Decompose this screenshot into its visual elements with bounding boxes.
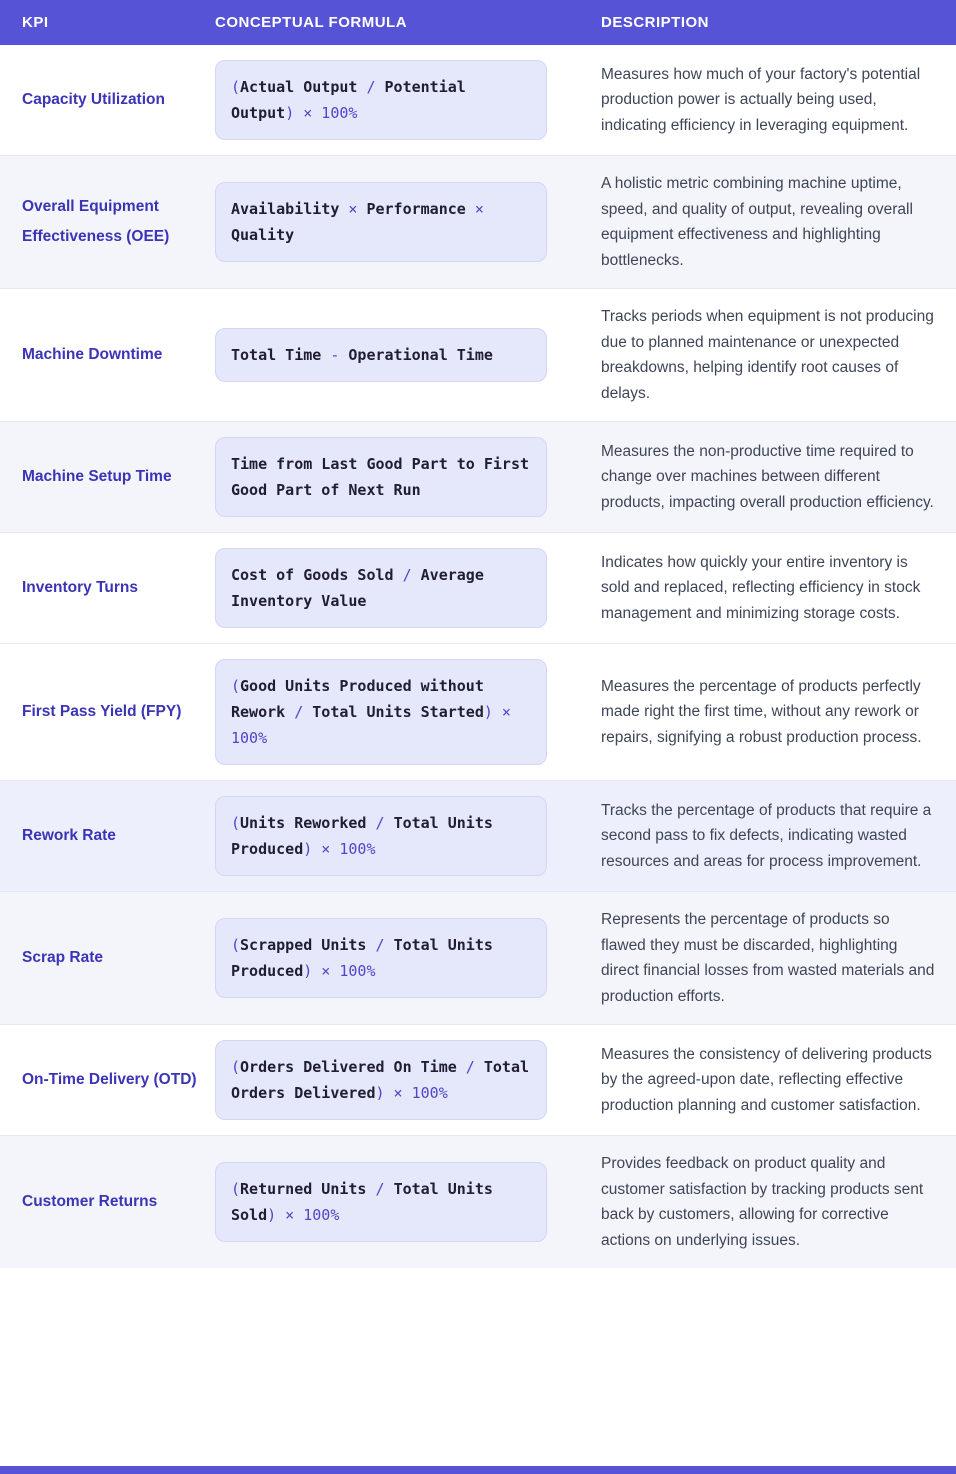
kpi-description: Provides feedback on product quality and… — [601, 1155, 924, 1249]
formula-variable: Operational Time — [348, 346, 493, 364]
formula-variable: Potential Output — [231, 78, 466, 122]
formula-variable: Total Units Sold — [231, 1180, 493, 1224]
formula-operator: × — [465, 200, 484, 218]
formula-variable: Orders Delivered On Time — [240, 1058, 457, 1076]
kpi-description: Measures the consistency of delivering p… — [601, 1045, 932, 1114]
formula-box: (Orders Delivered On Time / Total Orders… — [215, 1040, 547, 1120]
formula-operator: ( — [231, 1180, 241, 1198]
formula-box: (Scrapped Units / Total Units Produced) … — [215, 918, 547, 998]
formula-operator: ) × 100% — [303, 962, 376, 980]
kpi-name: Scrap Rate — [22, 949, 103, 966]
table-row: Customer Returns (Returned Units / Total… — [0, 1135, 956, 1268]
formula-box: (Units Reworked / Total Units Produced) … — [215, 796, 547, 876]
formula-operator: × — [339, 200, 367, 218]
formula-operator: - — [321, 346, 349, 364]
formula-variable: Scrapped Units — [240, 936, 367, 954]
formula-cell: Total Time - Operational Time — [215, 328, 547, 382]
kpi-description: Represents the percentage of products so… — [601, 911, 935, 1005]
kpi-name: Machine Downtime — [22, 346, 163, 363]
formula-variable: Time from Last Good Part to First Good P… — [231, 455, 530, 499]
kpi-description: Indicates how quickly your entire invent… — [601, 553, 921, 622]
column-header-description: DESCRIPTION — [601, 14, 710, 31]
formula-box: Total Time - Operational Time — [215, 328, 547, 382]
formula-variable: Average Inventory Value — [231, 566, 484, 610]
formula-operator: ( — [231, 936, 241, 954]
table-row: Overall Equipment Effectiveness (OEE) Av… — [0, 155, 956, 288]
formula-variable: Total Units Produced — [231, 936, 493, 980]
kpi-description: Measures the percentage of products perf… — [601, 677, 922, 746]
kpi-name: Inventory Turns — [22, 579, 138, 596]
formula-cell: (Returned Units / Total Units Sold) × 10… — [215, 1162, 547, 1242]
formula-variable: Performance — [366, 200, 466, 218]
kpi-name: Customer Returns — [22, 1193, 158, 1210]
table-row: Machine Setup Time Time from Last Good P… — [0, 421, 956, 532]
formula-variable: Total Time — [231, 346, 322, 364]
kpi-name: Capacity Utilization — [22, 91, 165, 108]
kpi-description: Tracks periods when equipment is not pro… — [601, 308, 934, 402]
formula-operator: ) × 100% — [267, 1206, 340, 1224]
formula-cell: (Good Units Produced without Rework / To… — [215, 659, 547, 765]
formula-box: (Returned Units / Total Units Sold) × 10… — [215, 1162, 547, 1242]
formula-operator: / — [366, 1180, 394, 1198]
formula-variable: Good Units Produced without Rework — [231, 677, 484, 721]
formula-box: (Good Units Produced without Rework / To… — [215, 659, 547, 765]
formula-variable: Returned Units — [240, 1180, 367, 1198]
column-header-conceptual-formula: CONCEPTUAL FORMULA — [215, 14, 408, 31]
kpi-description: A holistic metric combining machine upti… — [601, 175, 913, 269]
formula-operator: / — [393, 566, 421, 584]
formula-variable: Units Reworked — [240, 814, 367, 832]
table-row: Inventory Turns Cost of Goods Sold / Ave… — [0, 532, 956, 643]
table-row: Machine Downtime Total Time - Operationa… — [0, 288, 956, 421]
formula-operator: ) × 100% — [375, 1084, 448, 1102]
formula-operator: / — [366, 814, 394, 832]
formula-variable: Total Units Started — [312, 703, 484, 721]
formula-operator: ( — [231, 814, 241, 832]
formula-variable: Total Orders Delivered — [231, 1058, 530, 1102]
table-row: Rework Rate (Units Reworked / Total Unit… — [0, 780, 956, 891]
formula-operator: / — [357, 78, 385, 96]
formula-operator: / — [285, 703, 313, 721]
formula-variable: Actual Output — [240, 78, 358, 96]
formula-variable: Total Units Produced — [231, 814, 493, 858]
table-row: Scrap Rate (Scrapped Units / Total Units… — [0, 891, 956, 1024]
kpi-name: On-Time Delivery (OTD) — [22, 1071, 197, 1088]
kpi-name: Machine Setup Time — [22, 468, 172, 485]
table-header: KPI CONCEPTUAL FORMULA DESCRIPTION — [0, 0, 956, 45]
formula-operator: ) × 100% — [285, 104, 358, 122]
formula-operator: ( — [231, 1058, 241, 1076]
table-row: On-Time Delivery (OTD) (Orders Delivered… — [0, 1024, 956, 1135]
footer-accent-bar — [0, 1466, 956, 1474]
kpi-name: Rework Rate — [22, 827, 116, 844]
table-row: Capacity Utilization (Actual Output / Po… — [0, 45, 956, 155]
kpi-description: Tracks the percentage of products that r… — [601, 801, 932, 870]
formula-operator: ) × 100% — [303, 840, 376, 858]
formula-box: Cost of Goods Sold / Average Inventory V… — [215, 548, 547, 628]
kpi-name: Overall Equipment Effectiveness (OEE) — [22, 198, 170, 245]
formula-box: Availability × Performance × Quality — [215, 182, 547, 262]
formula-operator: / — [456, 1058, 484, 1076]
formula-operator: / — [366, 936, 394, 954]
kpi-name: First Pass Yield (FPY) — [22, 703, 182, 720]
kpi-description: Measures the non-productive time require… — [601, 442, 934, 511]
formula-operator: ( — [231, 677, 241, 695]
formula-variable: Cost of Goods Sold — [231, 566, 394, 584]
formula-variable: Availability — [231, 200, 340, 218]
formula-cell: (Scrapped Units / Total Units Produced) … — [215, 918, 547, 998]
formula-cell: (Actual Output / Potential Output) × 100… — [215, 60, 547, 140]
formula-cell: (Units Reworked / Total Units Produced) … — [215, 796, 547, 876]
table-row: First Pass Yield (FPY) (Good Units Produ… — [0, 643, 956, 780]
formula-cell: Time from Last Good Part to First Good P… — [215, 437, 547, 517]
kpi-table-body: Capacity Utilization (Actual Output / Po… — [0, 45, 956, 1466]
formula-cell: Cost of Goods Sold / Average Inventory V… — [215, 548, 547, 628]
formula-cell: Availability × Performance × Quality — [215, 182, 547, 262]
formula-variable: Quality — [231, 226, 295, 244]
formula-box: Time from Last Good Part to First Good P… — [215, 437, 547, 517]
formula-operator: ) × 100% — [231, 703, 511, 747]
formula-cell: (Orders Delivered On Time / Total Orders… — [215, 1040, 547, 1120]
column-header-kpi: KPI — [22, 14, 49, 31]
formula-box: (Actual Output / Potential Output) × 100… — [215, 60, 547, 140]
kpi-description: Measures how much of your factory's pote… — [601, 65, 921, 134]
formula-operator: ( — [231, 78, 241, 96]
